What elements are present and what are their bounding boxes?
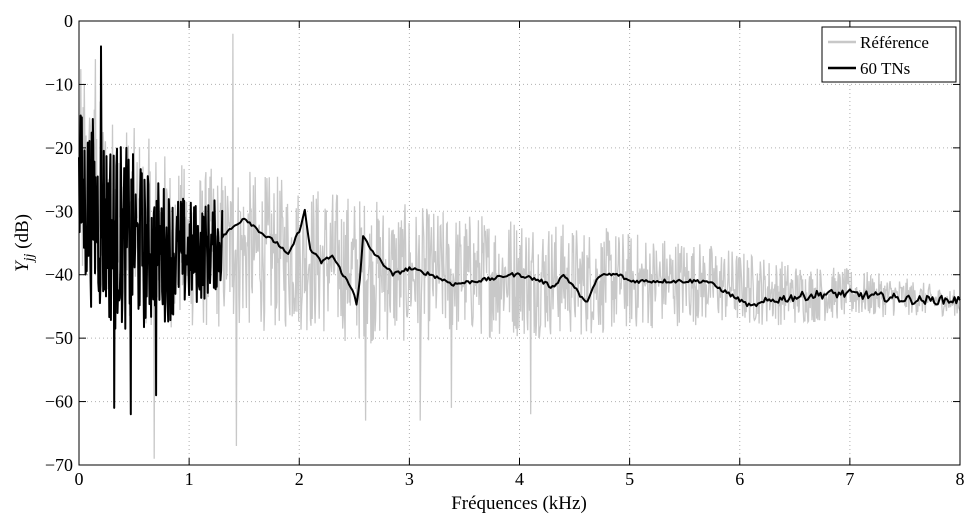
x-tick-label: 3 — [405, 469, 414, 489]
x-tick-label: 6 — [735, 469, 744, 489]
x-tick-label: 4 — [515, 469, 524, 489]
y-tick-label: −60 — [45, 392, 73, 412]
legend-label-reference: Référence — [860, 33, 929, 52]
x-tick-label: 8 — [956, 469, 964, 489]
x-axis-label: Fréquences (kHz) — [451, 493, 587, 514]
y-tick-label: 0 — [64, 11, 73, 31]
series-reference — [78, 33, 961, 459]
y-tick-label: −20 — [45, 138, 73, 158]
legend: Référence 60 TNs — [821, 26, 957, 83]
y-tick-label: −40 — [45, 265, 73, 285]
x-tick-label: 0 — [75, 469, 84, 489]
x-axis-ticks: 0 1 2 3 4 5 6 7 8 — [75, 21, 964, 489]
series-60-tns — [78, 45, 961, 416]
x-tick-label: 5 — [625, 469, 634, 489]
x-tick-label: 2 — [295, 469, 304, 489]
series-60-tns-line — [78, 45, 961, 416]
y-tick-label: −30 — [45, 201, 73, 221]
y-tick-label: −50 — [45, 328, 73, 348]
y-axis-ticks: 0 −10 −20 −30 −40 −50 −60 −70 — [45, 11, 960, 475]
x-tick-label: 7 — [845, 469, 854, 489]
y-tick-label: −10 — [45, 74, 73, 94]
y-tick-label: −70 — [45, 455, 73, 475]
y-axis-label: Yjj (dB) — [12, 214, 37, 272]
x-tick-label: 1 — [185, 469, 194, 489]
legend-label-60-tns: 60 TNs — [860, 59, 910, 78]
legend-box — [821, 26, 957, 83]
series-reference-line — [78, 33, 961, 459]
